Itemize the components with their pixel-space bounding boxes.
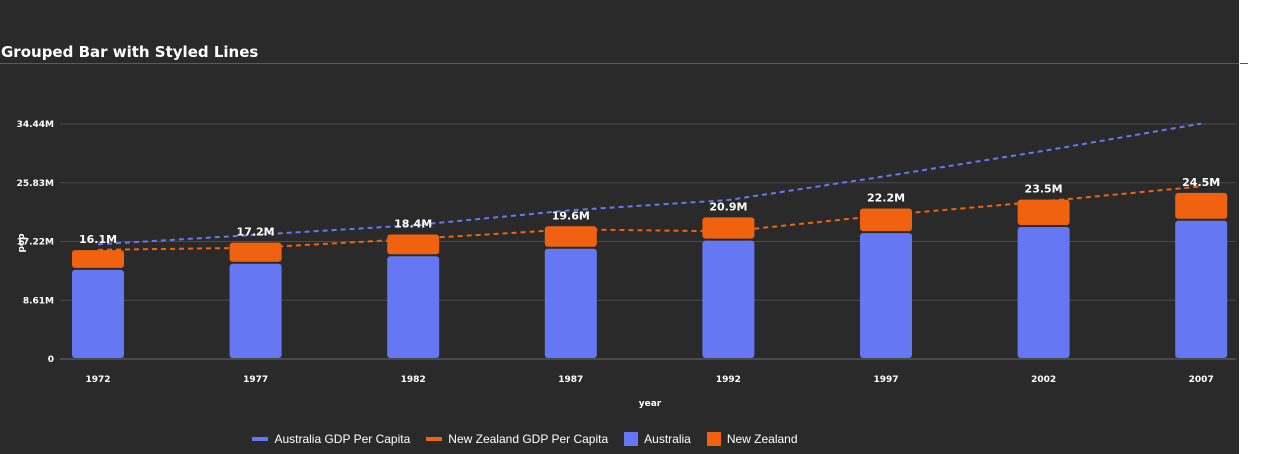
x-axis-title: year xyxy=(639,399,662,409)
legend-swatch-new-zealand-gdp xyxy=(426,437,443,441)
legend-label-new-zealand: New Zealand xyxy=(726,432,798,446)
y-tick-label: 17.22M xyxy=(17,238,54,248)
x-tick-label: 1972 xyxy=(85,375,110,385)
data-label: 16.1M xyxy=(79,233,117,246)
chart-legend: Australia GDP Per Capita New Zealand GDP… xyxy=(0,430,1050,448)
legend-item-australia-gdp[interactable]: Australia GDP Per Capita xyxy=(252,432,410,446)
x-tick-label: 1982 xyxy=(401,375,426,385)
x-tick-label: 1997 xyxy=(873,375,898,385)
x-tick-label: 2007 xyxy=(1189,375,1214,385)
y-tick-label: 25.83M xyxy=(17,179,54,189)
legend-item-new-zealand[interactable]: New Zealand xyxy=(706,432,798,446)
bar-new-zealand xyxy=(1017,199,1070,225)
x-tick-label: 1992 xyxy=(716,375,741,385)
line-new-zealand-gdp-per-capita xyxy=(97,185,1202,251)
bar-australia xyxy=(1175,220,1228,358)
data-label: 20.9M xyxy=(709,200,747,213)
legend-swatch-australia-gdp xyxy=(252,437,269,441)
bar-new-zealand xyxy=(387,234,440,255)
legend-label-australia-gdp: Australia GDP Per Capita xyxy=(274,432,411,446)
legend-item-australia[interactable]: Australia xyxy=(624,432,691,446)
bar-new-zealand xyxy=(702,217,755,239)
data-label: 24.5M xyxy=(1182,176,1220,189)
title-divider xyxy=(0,63,1239,64)
legend-item-new-zealand-gdp[interactable]: New Zealand GDP Per Capita xyxy=(426,432,608,446)
bar-australia xyxy=(229,263,282,358)
bar-new-zealand xyxy=(72,250,124,268)
bar-new-zealand xyxy=(860,208,912,232)
bar-australia xyxy=(72,269,124,358)
data-label: 22.2M xyxy=(867,192,905,205)
bar-new-zealand xyxy=(544,226,597,247)
data-label: 23.5M xyxy=(1025,183,1063,196)
y-tick-label: 34.44M xyxy=(17,120,54,130)
bar-australia xyxy=(387,256,440,358)
bar-new-zealand xyxy=(1175,192,1228,219)
bar-australia xyxy=(544,248,597,358)
data-label: 19.6M xyxy=(552,209,590,222)
y-axis-title: pop xyxy=(17,233,27,253)
bar-australia xyxy=(860,233,912,358)
line-australia-gdp-per-capita xyxy=(97,122,1202,246)
y-tick-label: 8.61M xyxy=(23,296,54,306)
x-tick-label: 1987 xyxy=(558,375,583,385)
chart-panel: Grouped Bar with Styled Lines 0 8.61M 17.2… xyxy=(0,0,1239,454)
legend-swatch-new-zealand xyxy=(706,432,721,446)
y-tick-label: 0 xyxy=(48,355,54,365)
x-tick-label: 2002 xyxy=(1031,375,1056,385)
bar-australia xyxy=(702,240,755,358)
legend-label-australia: Australia xyxy=(644,432,691,446)
bar-australia xyxy=(1017,226,1070,358)
x-tick-label: 1977 xyxy=(243,375,268,385)
legend-swatch-australia xyxy=(624,432,639,446)
legend-label-new-zealand-gdp: New Zealand GDP Per Capita xyxy=(448,432,609,446)
bar-new-zealand xyxy=(229,242,282,262)
data-label: 18.4M xyxy=(394,217,432,230)
chart-plot: 0 8.61M 17.22M 25.83M 34.44M pop 1972 1977 1982 1… xyxy=(17,120,1236,409)
chart-title: Grouped Bar with Styled Lines xyxy=(1,43,259,61)
edge-divider xyxy=(1240,63,1248,64)
data-label: 17.2M xyxy=(237,226,275,239)
